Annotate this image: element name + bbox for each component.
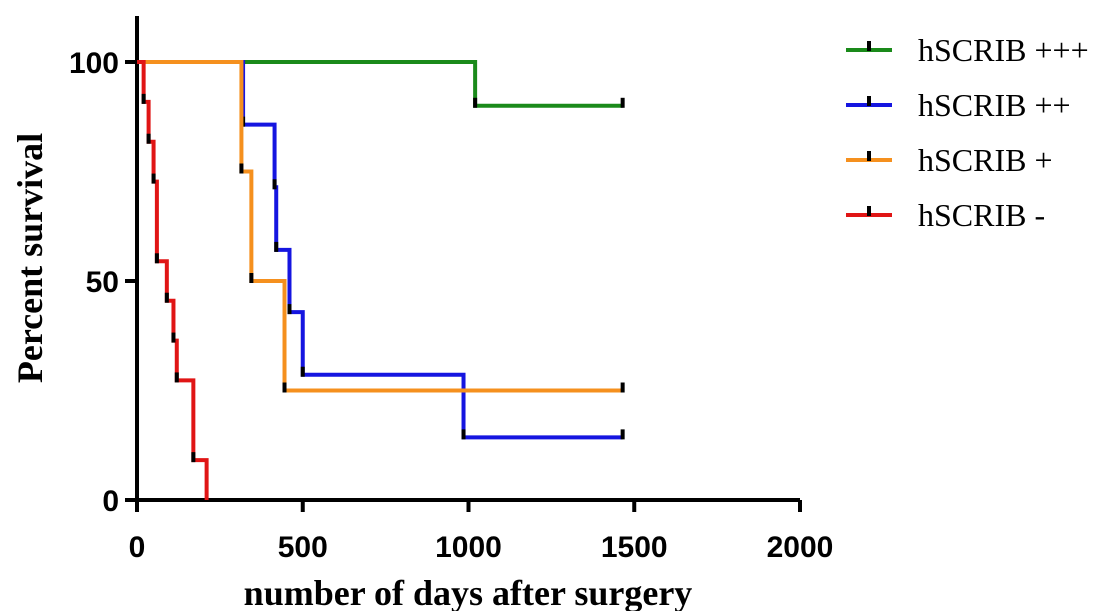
legend-item: hSCRIB +	[846, 142, 1053, 178]
axes	[135, 16, 800, 502]
legend-label: hSCRIB -	[918, 197, 1045, 233]
legend-label: hSCRIB +++	[918, 32, 1089, 68]
legend-label: hSCRIB ++	[918, 87, 1071, 123]
series-line-hscrib-ppp	[137, 60, 623, 108]
x-tick-label: 1500	[601, 531, 668, 564]
y-tick-label: 100	[69, 47, 119, 80]
series-line-hscrib-neg	[137, 60, 209, 500]
x-tick-label: 500	[278, 531, 328, 564]
x-axis-title: number of days after surgery	[244, 573, 693, 611]
legend-item: hSCRIB -	[846, 197, 1045, 233]
x-tick-label: 2000	[767, 531, 834, 564]
legend-item: hSCRIB +++	[846, 32, 1089, 68]
legend-item: hSCRIB ++	[846, 87, 1071, 123]
x-ticks: 0 500 1000 1500 2000	[129, 500, 834, 564]
legend-label: hSCRIB +	[918, 142, 1053, 178]
series-group	[137, 60, 625, 500]
y-axis-title: Percent survival	[10, 133, 50, 383]
x-tick-label: 1000	[435, 531, 502, 564]
y-tick-label: 50	[86, 266, 119, 299]
series-line-hscrib-p	[137, 60, 623, 393]
legend: hSCRIB +++ hSCRIB ++ hSCRIB + hSCRIB -	[846, 32, 1089, 233]
x-tick-label: 0	[129, 531, 146, 564]
y-ticks: 0 50 100	[69, 47, 137, 518]
series-line-hscrib-pp	[137, 60, 623, 440]
y-tick-label: 0	[102, 485, 119, 518]
